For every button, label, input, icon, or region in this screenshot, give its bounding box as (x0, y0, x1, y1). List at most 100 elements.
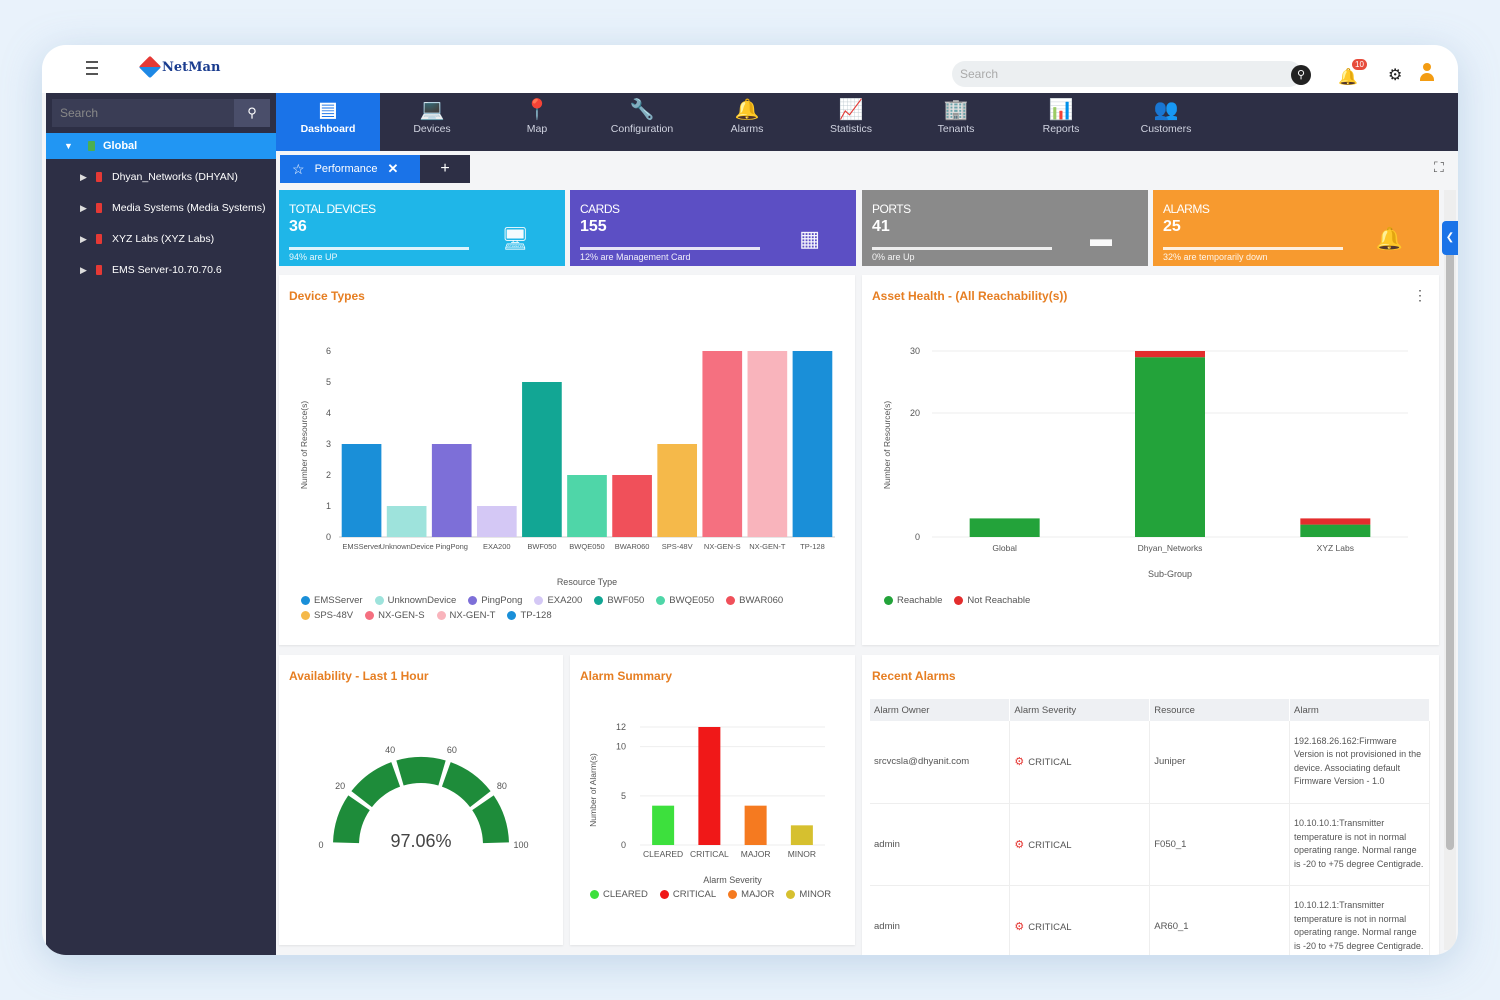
tree-item-media-systems[interactable]: ▶ Media Systems (Media Systems) (46, 198, 276, 218)
tree-item-ems-server[interactable]: ▶ EMS Server-10.70.70.6 (46, 260, 276, 280)
kpi-progress-bar (580, 247, 760, 250)
legend-item[interactable]: CRITICAL (659, 889, 716, 900)
notifications-bell-icon[interactable]: 🔔 (1338, 69, 1358, 86)
collapse-panel-icon[interactable]: ❮ (1442, 221, 1458, 255)
legend-item[interactable]: CLEARED (590, 889, 648, 900)
legend-item[interactable]: SPS-48V (301, 610, 353, 621)
legend-item[interactable]: BWQE050 (656, 595, 714, 606)
column-header[interactable]: Alarm (1289, 699, 1430, 721)
table-row[interactable]: admin ⚙ CRITICAL F050_1 10.10.10.1:Transm… (870, 803, 1430, 886)
column-header[interactable]: Resource (1149, 699, 1291, 721)
x-axis-title: Alarm Severity (703, 875, 762, 885)
nav-tenants[interactable]: 🏢 Tenants (904, 93, 1008, 151)
device-types-panel: Device Types 0 1 2 3 4 5 6 EMSServer UnknownDevi… (279, 275, 855, 645)
nav-label: Dashboard (300, 123, 356, 135)
sidebar-search-input[interactable]: Search (60, 106, 99, 120)
chevron-right-icon[interactable]: ▶ (80, 233, 87, 244)
scrollbar-thumb[interactable] (1446, 230, 1454, 850)
sidebar-search-icon[interactable]: ⚲ (234, 99, 270, 127)
tree-item-xyz-labs[interactable]: ▶ XYZ Labs (XYZ Labs) (46, 229, 276, 249)
nav-label: Reports (1042, 123, 1080, 135)
star-icon[interactable]: ☆ (292, 160, 305, 177)
column-header[interactable]: Alarm Severity (1009, 699, 1151, 721)
page-scrollbar[interactable] (1444, 190, 1456, 950)
settings-gear-icon[interactable]: ⚙ (1388, 67, 1403, 84)
y-tick-label: 2 (326, 470, 331, 480)
table-row[interactable]: admin ⚙ CRITICAL AR60_1 10.10.12.1:Transm… (870, 885, 1430, 955)
close-tab-icon[interactable]: ✕ (387, 161, 399, 176)
tree-root-global[interactable]: ▼ Global (46, 133, 276, 159)
legend-item[interactable]: NX-GEN-S (365, 610, 425, 621)
y-tick-label: 10 (616, 742, 626, 752)
gauge-segment (396, 757, 446, 786)
bar-reachable (969, 518, 1040, 537)
alarm-resource: AR60_1 (1149, 885, 1291, 955)
legend-item[interactable]: UnknownDevice (374, 595, 456, 606)
sidebar-search: Search ⚲ (52, 99, 270, 127)
search-icon[interactable]: ⚲ (1291, 65, 1311, 85)
legend-item[interactable]: MAJOR (728, 889, 774, 900)
tab-performance[interactable]: ☆ Performance ✕ (280, 155, 420, 183)
kpi-ports[interactable]: PORTS 41 0% are Up ▬ (862, 190, 1148, 266)
legend-swatch (728, 890, 738, 899)
legend-item[interactable]: TP-128 (507, 610, 552, 621)
chevron-right-icon[interactable]: ▶ (80, 264, 87, 275)
dashboard-tabs: ☆ Performance ✕ + (276, 151, 1458, 187)
chevron-down-icon[interactable]: ▼ (64, 141, 73, 151)
chevron-right-icon[interactable]: ▶ (80, 171, 87, 182)
kpi-alarms[interactable]: ALARMS 25 32% are temporarily down 🔔 (1153, 190, 1439, 266)
tree-item-dhyan[interactable]: ▶ Dhyan_Networks (DHYAN) (46, 167, 276, 187)
kpi-value: 36 (289, 218, 307, 235)
legend-label: CLEARED (603, 889, 648, 900)
monitor-icon: 🖥 (501, 226, 529, 251)
top-search-input[interactable]: Search (952, 61, 1302, 87)
legend-swatch (594, 596, 604, 605)
x-tick-label: Global (992, 543, 1017, 553)
more-options-icon[interactable]: ⋮ (1413, 287, 1427, 303)
map-pin-icon: 📍 (524, 99, 550, 121)
legend-item[interactable]: EMSServer (301, 595, 363, 606)
chart-icon: 📈 (838, 99, 864, 121)
nav-dashboard[interactable]: ▤ Dashboard (276, 93, 380, 151)
legend-label: SPS-48V (314, 610, 354, 621)
column-header[interactable]: Alarm Owner (870, 699, 1011, 721)
y-axis-title: Number of Resource(s) (882, 401, 892, 490)
kpi-total-devices[interactable]: TOTAL DEVICES 36 94% are UP 🖥 (279, 190, 565, 266)
add-tab-button[interactable]: + (420, 155, 470, 183)
legend-item[interactable]: Reachable (884, 595, 942, 606)
chevron-right-icon[interactable]: ▶ (80, 202, 87, 213)
legend-label: MAJOR (741, 889, 775, 900)
kpi-subtitle: 32% are temporarily down (1163, 252, 1268, 262)
legend-item[interactable]: NX-GEN-T (436, 610, 495, 621)
y-tick-label: 30 (910, 346, 920, 356)
nav-configuration[interactable]: 🔧 Configuration (590, 93, 694, 151)
bar-not-reachable (1135, 351, 1205, 358)
nav-customers[interactable]: 👥 Customers (1114, 93, 1218, 151)
legend-item[interactable]: Not Reachable (954, 595, 1030, 606)
y-tick-label: 3 (326, 439, 331, 449)
app-logo[interactable]: NetMan (138, 55, 220, 79)
user-avatar-icon[interactable] (1420, 63, 1434, 83)
legend-item[interactable]: PingPong (468, 595, 522, 606)
nav-statistics[interactable]: 📈 Statistics (799, 93, 903, 151)
legend-item[interactable]: BWF050 (594, 595, 644, 606)
nav-alarms[interactable]: 🔔 Alarms (695, 93, 799, 151)
tree-item-label: Dhyan_Networks (DHYAN) (112, 171, 238, 183)
nav-map[interactable]: 📍 Map (485, 93, 589, 151)
menu-icon[interactable] (86, 61, 98, 75)
table-header-row: Alarm Owner Alarm Severity Resource Alar… (870, 699, 1430, 721)
legend-item[interactable]: MINOR (786, 889, 831, 900)
nav-devices[interactable]: 💻 Devices (380, 93, 484, 151)
server-status-icon (96, 265, 102, 275)
gauge-tick-label: 0 (318, 840, 323, 850)
legend-item[interactable]: EXA200 (534, 595, 582, 606)
bar-reachable (1300, 524, 1371, 537)
x-tick-label: PingPong (435, 542, 468, 551)
nav-reports[interactable]: 📊 Reports (1009, 93, 1113, 151)
x-axis-title: Sub-Group (1148, 569, 1192, 579)
legend-item[interactable]: BWAR060 (726, 595, 783, 606)
table-row[interactable]: srcvcsla@dhyanit.com ⚙ CRITICAL Juniper 1… (870, 721, 1430, 804)
fullscreen-icon[interactable]: ⛶ (1434, 159, 1444, 175)
bar-critical (698, 727, 721, 845)
kpi-cards[interactable]: CARDS 155 12% are Management Card ▦ (570, 190, 856, 266)
